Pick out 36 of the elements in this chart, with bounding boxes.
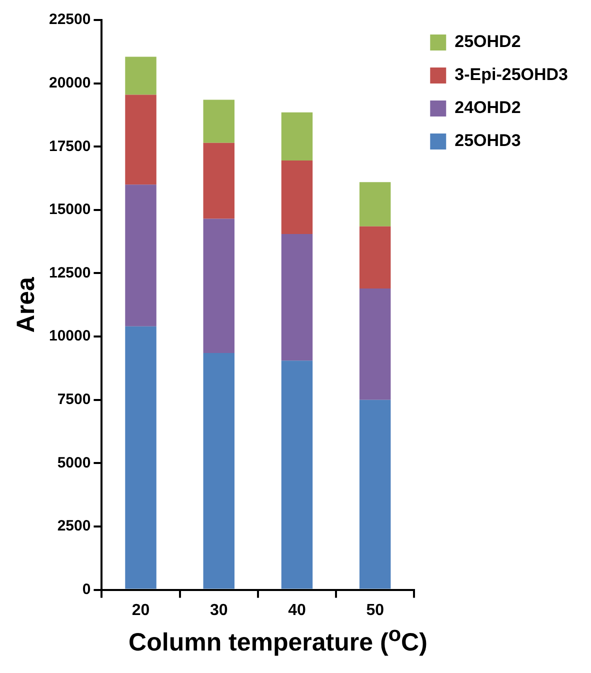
bar (281, 360, 313, 589)
legend-label: 3-Epi-25OHD3 (454, 65, 568, 84)
bar (281, 234, 313, 361)
bar (359, 400, 391, 589)
y-axis-title: Area (12, 276, 40, 333)
bar (281, 112, 313, 161)
bar (203, 100, 234, 143)
x-tick-label: 30 (210, 602, 228, 619)
x-axis-title: Column temperature ($^{o}$C) (128, 623, 428, 658)
bar (359, 182, 391, 226)
bar (125, 56, 156, 95)
legend-label: 24OHD2 (454, 98, 521, 118)
y-tick-label: 5000 (57, 454, 91, 472)
y-tick-label: 0 (82, 580, 91, 598)
y-tick-label: 22500 (48, 11, 91, 28)
bar (281, 160, 313, 234)
y-tick-label: 15000 (48, 201, 91, 218)
y-tick-label: 7500 (57, 391, 91, 408)
x-tick-label: 20 (132, 602, 150, 619)
y-tick-label: 20000 (48, 74, 91, 92)
legend-label: 25OHD3 (454, 131, 521, 150)
bar (125, 184, 156, 326)
y-tick-label: 2500 (57, 518, 91, 535)
bar (125, 326, 156, 589)
legend-label: 25OHD2 (454, 32, 521, 52)
y-tick-label: 10000 (48, 328, 91, 345)
bar (359, 226, 391, 288)
y-tick-label: 12500 (48, 264, 91, 282)
bar (203, 353, 234, 589)
bar (203, 142, 234, 219)
bar (203, 218, 234, 354)
y-tick-label: 17500 (48, 138, 91, 155)
x-tick-label: 50 (366, 602, 384, 619)
bar (359, 288, 391, 400)
x-tick-label: 40 (288, 602, 306, 619)
bar (125, 94, 156, 185)
